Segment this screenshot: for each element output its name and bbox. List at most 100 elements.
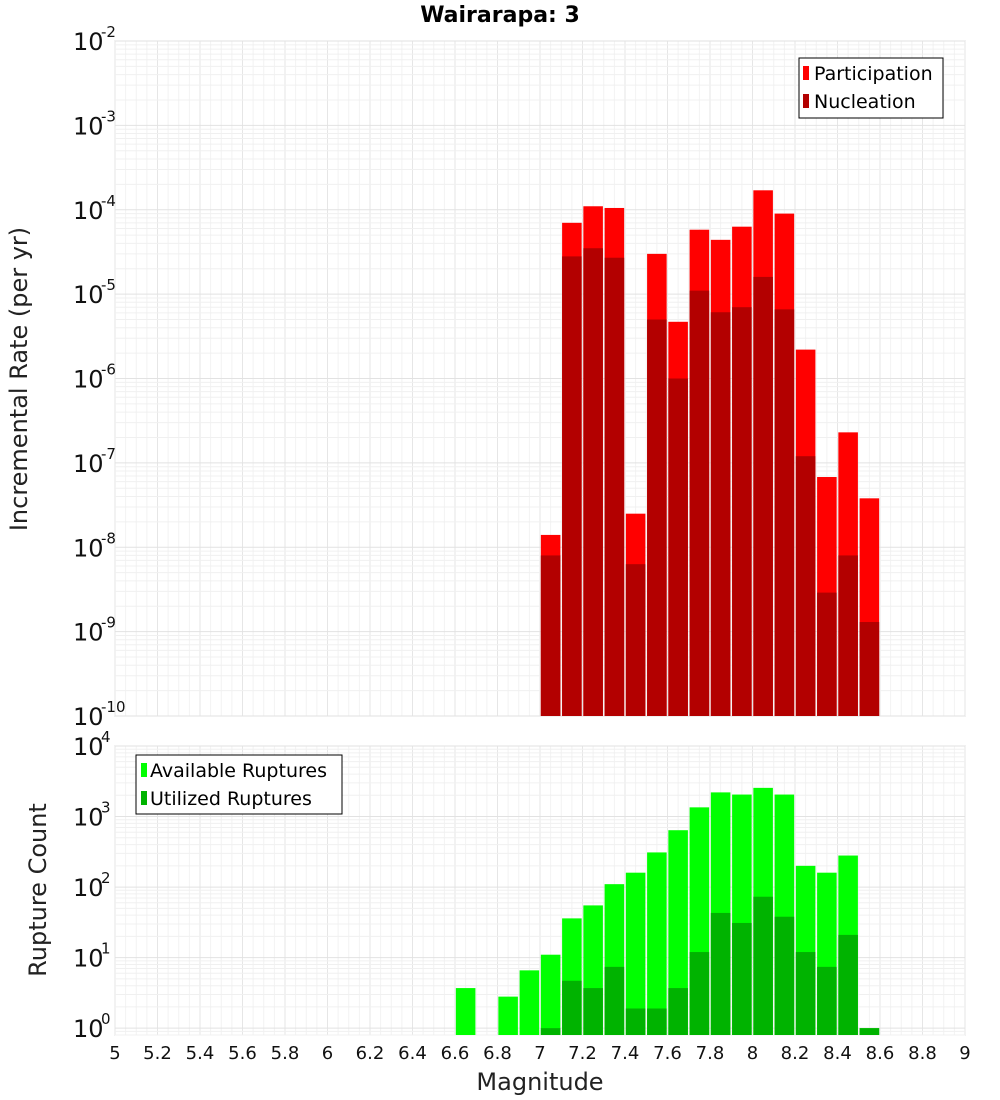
x-tick-label: 7.2	[568, 1043, 597, 1064]
legend-swatch-nucleation	[803, 94, 809, 108]
count-bar-b	[838, 934, 858, 1035]
y-tick-label: 10	[73, 112, 104, 140]
legend-label-nucleation: Nucleation	[814, 91, 916, 113]
x-tick-label: 7.6	[653, 1043, 682, 1064]
x-tick-label: 6	[322, 1043, 333, 1064]
count-bar-a	[540, 954, 561, 1035]
bottom-legend: Available Ruptures Utilized Ruptures	[135, 754, 343, 815]
rate-bar-b	[817, 592, 837, 716]
y-tick-exponent: 0	[101, 1010, 111, 1028]
legend-swatch-utilized	[141, 791, 147, 805]
count-bar-a	[625, 872, 646, 1035]
x-tick-label: 6.4	[398, 1043, 427, 1064]
count-bar-b	[562, 980, 582, 1035]
bottom-grid	[114, 745, 966, 1036]
y-tick-exponent: 3	[101, 799, 111, 817]
top-grid	[114, 40, 966, 717]
x-tick-label: 8	[747, 1043, 758, 1064]
count-bar-b	[774, 916, 795, 1035]
y-tick-exponent: -3	[101, 107, 116, 125]
rate-bar-b	[710, 312, 731, 716]
y-tick-exponent: -6	[101, 361, 116, 379]
count-bar-b	[540, 1028, 561, 1035]
count-bar-b	[753, 896, 773, 1035]
y-tick-label: 10	[73, 874, 104, 902]
rate-bar-b	[604, 257, 625, 716]
count-bar-b	[732, 922, 752, 1035]
x-tick-label: 7	[534, 1043, 545, 1064]
x-tick-label: 5.2	[143, 1043, 172, 1064]
y-tick-exponent: -10	[101, 698, 126, 716]
x-tick-label: 5.6	[228, 1043, 257, 1064]
count-bar-b	[668, 988, 688, 1035]
x-tick-label: 6.6	[441, 1043, 470, 1064]
y-tick-exponent: -9	[101, 614, 116, 632]
count-bar-b	[583, 988, 603, 1035]
rate-bar-b	[668, 378, 688, 716]
bottom-y-axis-label: Rupture Count	[24, 803, 52, 977]
y-tick-label: 10	[73, 619, 104, 647]
y-tick-exponent: -5	[101, 276, 116, 294]
rate-bar-b	[859, 622, 880, 716]
legend-label-utilized: Utilized Ruptures	[150, 788, 312, 810]
x-tick-label: 5	[109, 1043, 120, 1064]
count-bar-b	[604, 966, 625, 1035]
count-bar-b	[710, 912, 731, 1035]
y-tick-label: 10	[73, 703, 104, 731]
y-tick-label: 10	[73, 281, 104, 309]
count-bar-b	[689, 952, 710, 1035]
top-legend-box	[798, 57, 944, 119]
y-tick-label: 10	[73, 450, 104, 478]
legend-swatch-participation	[803, 66, 809, 80]
y-tick-exponent: -7	[101, 445, 116, 463]
count-bar-a	[455, 988, 476, 1035]
top-y-axis-label: Incremental Rate (per yr)	[5, 227, 33, 531]
y-tick-label: 10	[73, 733, 104, 761]
bottom-legend-box	[135, 754, 343, 815]
rate-bar-b	[689, 290, 710, 716]
y-tick-label: 10	[73, 197, 104, 225]
y-tick-exponent: 2	[101, 869, 111, 887]
x-tick-label: 5.8	[271, 1043, 300, 1064]
rate-bar-b	[540, 555, 561, 716]
rate-bar-b	[838, 555, 858, 716]
rate-bar-b	[625, 564, 646, 716]
count-bar-b	[647, 1008, 667, 1035]
x-tick-label: 8.2	[781, 1043, 810, 1064]
x-tick-label: 7.8	[696, 1043, 725, 1064]
x-tick-label: 8.4	[823, 1043, 852, 1064]
y-tick-exponent: -4	[101, 192, 116, 210]
y-tick-exponent: 1	[101, 940, 111, 958]
count-bar-b	[859, 1028, 880, 1035]
x-tick-label: 8.6	[866, 1043, 895, 1064]
rate-bar-b	[795, 456, 816, 716]
rate-bar-b	[753, 276, 773, 716]
y-tick-label: 10	[73, 366, 104, 394]
count-bar-a	[647, 852, 667, 1035]
rate-bar-b	[562, 256, 582, 716]
rate-bar-b	[774, 309, 795, 716]
x-tick-label: 5.4	[186, 1043, 215, 1064]
count-bar-a	[498, 996, 518, 1035]
count-bar-b	[795, 952, 816, 1035]
legend-swatch-available	[141, 763, 147, 777]
count-bar-b	[817, 966, 837, 1035]
x-tick-label: 6.2	[356, 1043, 385, 1064]
chart-title: Wairarapa: 3	[420, 3, 580, 28]
x-tick-label: 9	[959, 1043, 970, 1064]
legend-label-participation: Participation	[814, 63, 933, 85]
top-legend: Participation Nucleation	[798, 57, 944, 119]
rate-bar-b	[583, 248, 603, 717]
y-tick-exponent: -8	[101, 529, 116, 547]
x-tick-label: 7.4	[611, 1043, 640, 1064]
count-bar-a	[668, 830, 688, 1035]
rate-bar-b	[732, 307, 752, 716]
legend-label-available: Available Ruptures	[150, 760, 327, 782]
count-bar-b	[625, 1008, 646, 1035]
bottom-bars	[455, 787, 880, 1035]
x-tick-label: 8.8	[908, 1043, 937, 1064]
